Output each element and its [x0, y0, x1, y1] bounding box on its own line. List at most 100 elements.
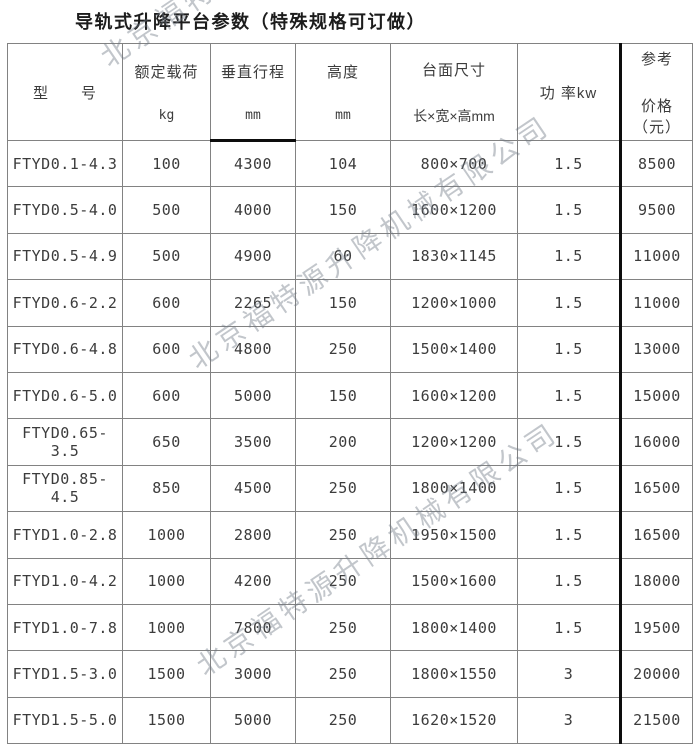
- cell-model: FTYD1.0-2.8: [7, 511, 123, 559]
- cell-price: 16500: [619, 511, 693, 559]
- cell-height: 250: [295, 325, 391, 373]
- cell-vertical-travel: 7800: [210, 603, 296, 652]
- cell-height: 200: [295, 418, 391, 466]
- cell-price: 13000: [619, 325, 693, 373]
- cell-vertical-travel: 5000: [210, 371, 296, 420]
- column-header-rated-load: 额定载荷 kg: [122, 43, 211, 141]
- cell-vertical-travel: 3500: [210, 418, 296, 466]
- cell-model: FTYD1.0-4.2: [7, 557, 123, 605]
- cell-height: 150: [295, 279, 391, 327]
- column-header-vertical-travel: 垂直行程 mm: [210, 43, 296, 142]
- cell-price: 16000: [619, 418, 693, 466]
- cell-power: 1.5: [517, 139, 621, 188]
- cell-vertical-travel: 3000: [210, 650, 296, 698]
- cell-power: 1.5: [517, 557, 621, 605]
- cell-power: 1.5: [517, 232, 621, 281]
- table-row: FTYD0.5-4.0 500 4000 150 1600×1200 1.5 9500: [7, 186, 693, 234]
- cell-model: FTYD0.1-4.3: [7, 139, 123, 188]
- cell-power: 1.5: [517, 511, 621, 559]
- column-header-platform-size-label: 台面尺寸: [421, 61, 486, 79]
- cell-model: FTYD0.6-2.2: [7, 279, 123, 327]
- cell-vertical-travel: 2265: [210, 279, 296, 327]
- cell-price: 20000: [619, 650, 693, 698]
- cell-model: FTYD0.65-3.5: [7, 418, 123, 466]
- cell-platform-size: 1800×1400: [390, 464, 518, 513]
- cell-rated-load: 600: [122, 325, 211, 373]
- table-row: FTYD1.5-3.0 1500 3000 250 1800×1550 3 20000: [7, 650, 693, 698]
- table-row: FTYD1.0-2.8 1000 2800 250 1950×1500 1.5 16500: [7, 511, 693, 559]
- cell-vertical-travel: 5000: [210, 696, 296, 745]
- cell-vertical-travel: 4500: [210, 464, 296, 513]
- cell-power: 1.5: [517, 371, 621, 420]
- column-header-platform-size: 台面尺寸 长×宽×高mm: [390, 43, 518, 141]
- table-row: FTYD0.6-4.8 600 4800 250 1500×1400 1.5 13000: [7, 325, 693, 373]
- table-header: 型 号 额定载荷 kg 垂直行程 mm 高度: [7, 43, 693, 142]
- cell-price: 16500: [619, 464, 693, 513]
- cell-vertical-travel: 4900: [210, 232, 296, 281]
- table-row: FTYD1.0-7.8 1000 7800 250 1800×1400 1.5 19500: [7, 603, 693, 652]
- cell-platform-size: 1950×1500: [390, 511, 518, 559]
- cell-rated-load: 650: [122, 418, 211, 466]
- cell-platform-size: 1800×1550: [390, 650, 518, 698]
- cell-model: FTYD0.85-4.5: [7, 464, 123, 513]
- column-header-platform-size-unit: 长×宽×高mm: [413, 107, 495, 124]
- column-header-price-label: 参考: [640, 50, 673, 68]
- cell-rated-load: 500: [122, 186, 211, 234]
- cell-power: 1.5: [517, 186, 621, 234]
- cell-price: 21500: [619, 696, 693, 745]
- cell-power: 1.5: [517, 464, 621, 513]
- spec-table: 型 号 额定载荷 kg 垂直行程 mm 高度: [7, 43, 693, 745]
- cell-platform-size: 1200×1200: [390, 418, 518, 466]
- cell-height: 60: [295, 232, 391, 281]
- cell-rated-load: 850: [122, 464, 211, 513]
- column-header-price: 参考 价格（元）: [619, 43, 693, 141]
- cell-platform-size: 1200×1000: [390, 279, 518, 327]
- cell-power: 1.5: [517, 603, 621, 652]
- cell-price: 11000: [619, 279, 693, 327]
- cell-power: 3: [517, 696, 621, 745]
- cell-platform-size: 1830×1145: [390, 232, 518, 281]
- cell-price: 18000: [619, 557, 693, 605]
- cell-power: 3: [517, 650, 621, 698]
- cell-model: FTYD1.0-7.8: [7, 603, 123, 652]
- cell-rated-load: 1000: [122, 511, 211, 559]
- cell-height: 250: [295, 603, 391, 652]
- cell-power: 1.5: [517, 325, 621, 373]
- table-row: FTYD1.5-5.0 1500 5000 250 1620×1520 3 21500: [7, 696, 693, 745]
- cell-rated-load: 1000: [122, 557, 211, 605]
- table-body: FTYD0.1-4.3 100 4300 104 800×700 1.5 8500 FTYD0…: [7, 139, 693, 745]
- column-header-power: 功 率kw: [517, 43, 621, 141]
- table-row: FTYD0.6-2.2 600 2265 150 1200×1000 1.5 11000: [7, 279, 693, 327]
- cell-model: FTYD0.6-4.8: [7, 325, 123, 373]
- cell-vertical-travel: 2800: [210, 511, 296, 559]
- column-header-height-label: 高度: [326, 64, 359, 81]
- cell-model: FTYD0.5-4.0: [7, 186, 123, 234]
- cell-height: 250: [295, 464, 391, 513]
- column-header-model: 型 号: [7, 43, 123, 141]
- cell-platform-size: 1620×1520: [390, 696, 518, 745]
- cell-platform-size: 1500×1600: [390, 557, 518, 605]
- cell-height: 250: [295, 557, 391, 605]
- cell-price: 11000: [619, 232, 693, 281]
- table-row: FTYD0.65-3.5 650 3500 200 1200×1200 1.5 16000: [7, 418, 693, 466]
- cell-height: 250: [295, 696, 391, 745]
- column-header-vertical-travel-label: 垂直行程: [220, 63, 285, 81]
- table-row: FTYD0.5-4.9 500 4900 60 1830×1145 1.5 11000: [7, 232, 693, 281]
- cell-platform-size: 800×700: [390, 139, 518, 188]
- table-row: FTYD0.6-5.0 600 5000 150 1600×1200 1.5 15000: [7, 371, 693, 420]
- column-header-rated-load-label: 额定载荷: [134, 64, 199, 81]
- table-row: FTYD1.0-4.2 1000 4200 250 1500×1600 1.5 18000: [7, 557, 693, 605]
- column-header-price-label2: 价格（元）: [632, 97, 681, 136]
- header-row: 型 号 额定载荷 kg 垂直行程 mm 高度: [7, 43, 693, 142]
- column-header-height: 高度 mm: [295, 43, 391, 141]
- cell-price: 15000: [619, 371, 693, 420]
- cell-height: 104: [295, 139, 391, 188]
- cell-model: FTYD0.5-4.9: [7, 232, 123, 281]
- cell-platform-size: 1500×1400: [390, 325, 518, 373]
- cell-price: 9500: [619, 186, 693, 234]
- cell-vertical-travel: 4800: [210, 325, 296, 373]
- cell-height: 250: [295, 650, 391, 698]
- cell-vertical-travel: 4000: [210, 186, 296, 234]
- cell-rated-load: 100: [122, 139, 211, 188]
